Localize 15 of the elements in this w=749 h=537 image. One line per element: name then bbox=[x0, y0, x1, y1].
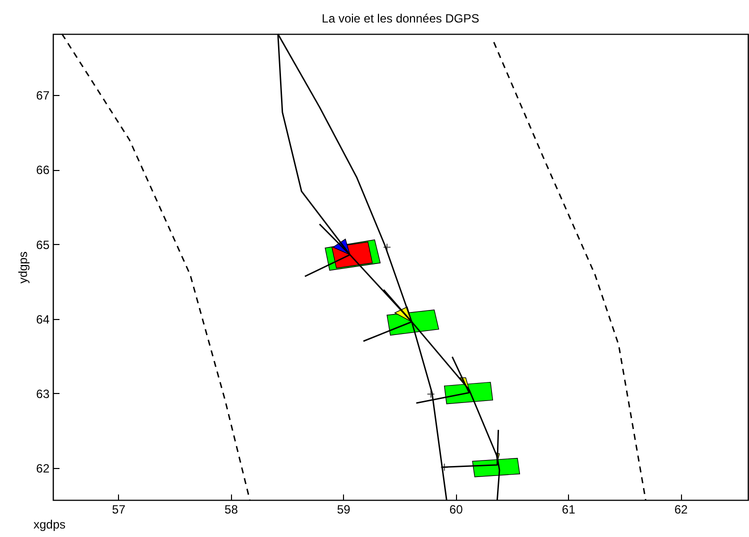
x-tick-label: 61 bbox=[562, 502, 576, 516]
y-axis-title: ydgps bbox=[16, 251, 30, 284]
y-tick-label: 66 bbox=[36, 163, 50, 178]
x-tick-label: 60 bbox=[449, 502, 464, 516]
y-tick-label: 64 bbox=[36, 312, 50, 326]
x-tick-label: 58 bbox=[224, 502, 238, 516]
chart-title: La voie et les données DGPS bbox=[322, 11, 480, 26]
x-tick-label: 57 bbox=[112, 502, 126, 516]
y-tick-label: 62 bbox=[36, 461, 50, 476]
x-tick-label: 62 bbox=[674, 502, 688, 516]
x-tick-label: 59 bbox=[336, 502, 351, 516]
y-tick-label: 65 bbox=[36, 238, 50, 252]
x-axis-title: xgdps bbox=[34, 518, 66, 532]
y-tick-label: 67 bbox=[36, 88, 50, 103]
y-tick-label: 63 bbox=[36, 386, 50, 401]
